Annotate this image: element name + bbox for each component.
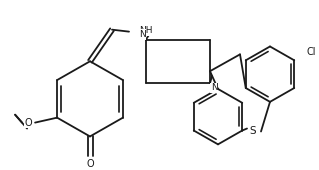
- Text: S: S: [250, 126, 256, 137]
- Text: O: O: [24, 118, 32, 128]
- Text: N: N: [139, 30, 145, 39]
- Text: Cl: Cl: [306, 47, 316, 57]
- Text: N: N: [211, 83, 217, 92]
- Text: O: O: [86, 159, 94, 169]
- Text: NH: NH: [139, 26, 152, 35]
